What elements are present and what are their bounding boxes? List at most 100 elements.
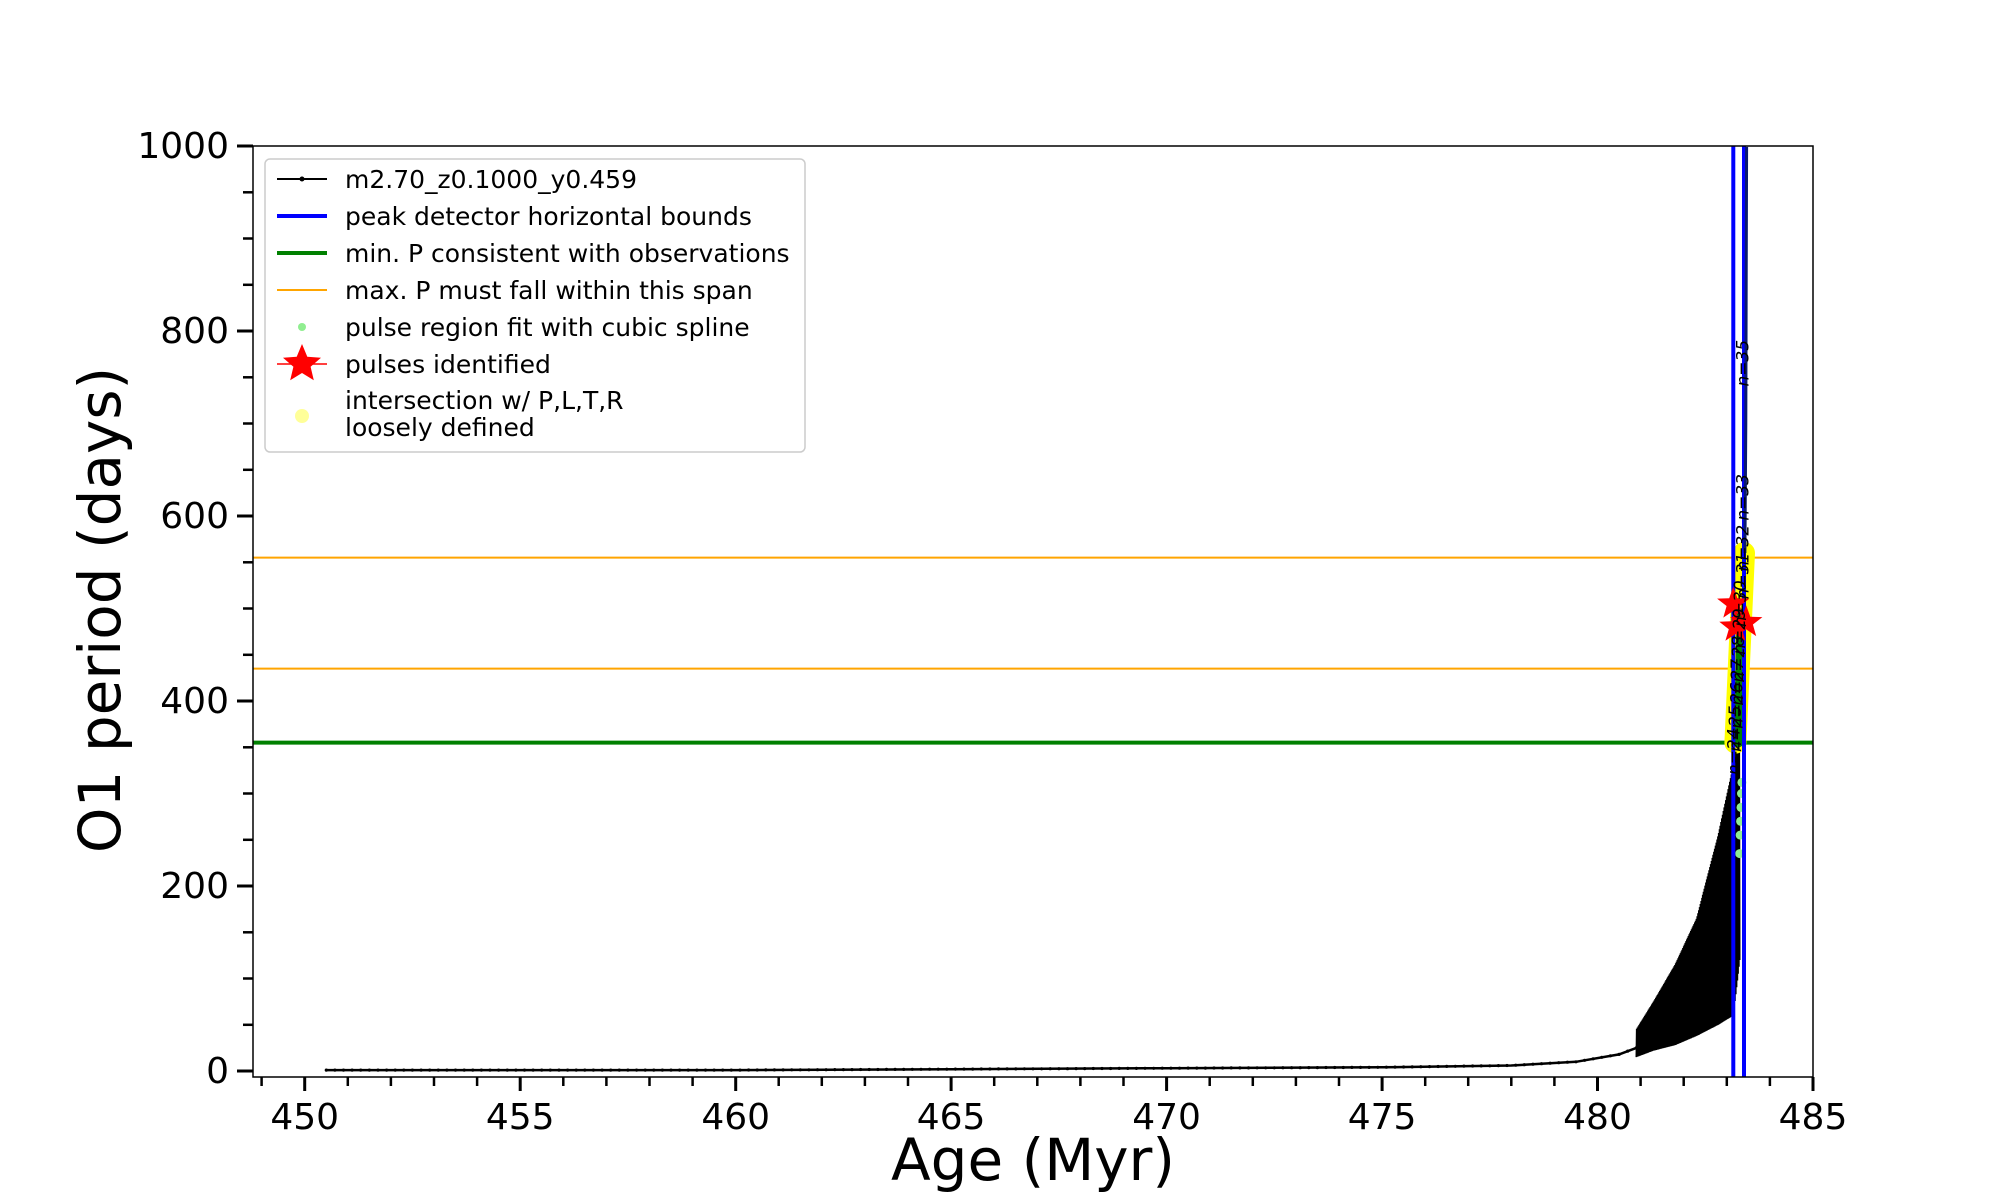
model-track-point <box>936 1067 940 1071</box>
model-track-point <box>824 1068 828 1072</box>
model-track-point <box>453 1068 458 1072</box>
model-track-point <box>798 1068 802 1072</box>
model-track-point <box>1091 1066 1095 1071</box>
model-track-point <box>514 1068 518 1072</box>
model-track-point <box>1307 1066 1311 1070</box>
model-track-point <box>643 1068 647 1072</box>
model-track-point <box>609 1068 613 1072</box>
model-track-point <box>1514 1063 1518 1067</box>
model-track-point <box>1402 1065 1406 1069</box>
model-track-point <box>1057 1067 1061 1071</box>
model-track-point <box>1040 1067 1044 1071</box>
model-track-point <box>971 1067 975 1071</box>
model-track-markers <box>324 1046 1638 1072</box>
model-track-point <box>979 1067 983 1071</box>
model-track-point <box>1436 1064 1440 1069</box>
pulse-label: n=35 <box>1733 340 1753 387</box>
model-track-point <box>626 1068 630 1072</box>
model-track-point <box>1169 1066 1173 1070</box>
model-track-point <box>1393 1065 1397 1069</box>
model-track-point <box>1005 1067 1009 1071</box>
model-track-point <box>1583 1058 1587 1062</box>
legend-box <box>264 158 806 453</box>
model-track-point <box>1152 1066 1156 1070</box>
model-track-point <box>988 1067 992 1071</box>
legend-label-intersection-line1: intersection w/ P,L,T,R <box>345 386 624 415</box>
model-track-point <box>721 1068 725 1072</box>
model-track-point <box>1384 1065 1388 1069</box>
model-track-point <box>1246 1066 1251 1070</box>
model-track-point <box>600 1068 604 1072</box>
pulse-label: n=24 <box>1725 728 1745 775</box>
model-track-pulses <box>1635 739 1741 1058</box>
model-track-point <box>1126 1066 1130 1070</box>
model-track-point <box>505 1068 509 1072</box>
model-track-point <box>1350 1065 1354 1069</box>
legend: m2.70_z0.1000_y0.459 peak detector horiz… <box>264 158 806 453</box>
model-track-point <box>953 1067 958 1071</box>
legend-label-peak-bounds: peak detector horizontal bounds <box>345 202 752 231</box>
model-track-point <box>1462 1064 1466 1068</box>
model-track-point <box>479 1068 483 1072</box>
model-track-point <box>393 1068 397 1072</box>
model-track-point <box>471 1068 475 1072</box>
model-track-point <box>996 1067 1001 1071</box>
model-track-point <box>1083 1067 1087 1071</box>
model-track-point <box>522 1068 527 1072</box>
model-track-point <box>893 1067 897 1071</box>
model-track-point <box>1315 1066 1319 1070</box>
model-track-point <box>1410 1065 1414 1069</box>
model-track-point <box>867 1067 871 1072</box>
legend-label-max-p: max. P must fall within this span <box>345 276 753 305</box>
model-track-point <box>1445 1064 1449 1068</box>
model-track-point <box>1298 1066 1302 1070</box>
legend-swatch-pulses-star <box>283 344 321 381</box>
model-track-point <box>1117 1066 1121 1070</box>
model-track-point <box>410 1068 414 1072</box>
legend-swatch-spline <box>298 323 306 331</box>
model-track-point <box>850 1068 854 1072</box>
model-track-point <box>1272 1066 1276 1070</box>
pulse-label: n=31 <box>1733 553 1753 600</box>
model-track-point <box>1453 1064 1457 1068</box>
pulse-star <box>1717 586 1750 618</box>
model-track-point <box>445 1068 449 1072</box>
model-track-point <box>1324 1065 1328 1070</box>
model-track-point <box>1479 1064 1483 1068</box>
model-track-point <box>1608 1054 1613 1058</box>
model-track-point <box>324 1068 328 1072</box>
model-track-point <box>1419 1065 1423 1069</box>
y-axis-label: O1 period (days) <box>66 367 134 853</box>
x-tick-label: 485 <box>1779 1097 1848 1138</box>
model-track-point <box>1177 1066 1182 1070</box>
model-track-point <box>1557 1061 1561 1065</box>
model-track-point <box>815 1068 820 1072</box>
model-track-point <box>591 1068 596 1072</box>
model-track-point <box>1074 1067 1078 1071</box>
model-track-point <box>462 1068 466 1072</box>
y-tick-label: 800 <box>160 311 229 352</box>
legend-label-min-p: min. P consistent with observations <box>345 239 790 268</box>
x-tick-label: 450 <box>270 1097 339 1138</box>
model-track-point <box>376 1068 380 1072</box>
model-track-point <box>747 1068 751 1072</box>
plot-marker-layer: n=35 n=33 n=32n=31n=30n=29n=28n=27n=26n=25… <box>1717 340 1763 775</box>
model-track-point <box>1341 1065 1345 1070</box>
x-axis: 450 455 460 465 470 475 480 485 <box>260 1077 1848 1138</box>
model-track-point <box>1539 1062 1544 1066</box>
model-track-point <box>574 1068 578 1072</box>
y-tick-label: 1000 <box>137 126 229 167</box>
model-track-point <box>772 1068 777 1072</box>
x-tick-label: 465 <box>917 1097 986 1138</box>
legend-swatch-model-dot <box>299 176 305 182</box>
pulse-label: n=27 <box>1728 659 1748 706</box>
model-track-point <box>1367 1065 1371 1069</box>
model-track-point <box>962 1067 966 1071</box>
model-track-point <box>919 1067 923 1071</box>
model-track-point <box>884 1067 889 1071</box>
pulse-label: n=29 <box>1730 608 1750 655</box>
model-track-point <box>1022 1067 1026 1071</box>
model-track-point <box>859 1067 863 1072</box>
model-track-point <box>1281 1066 1285 1070</box>
